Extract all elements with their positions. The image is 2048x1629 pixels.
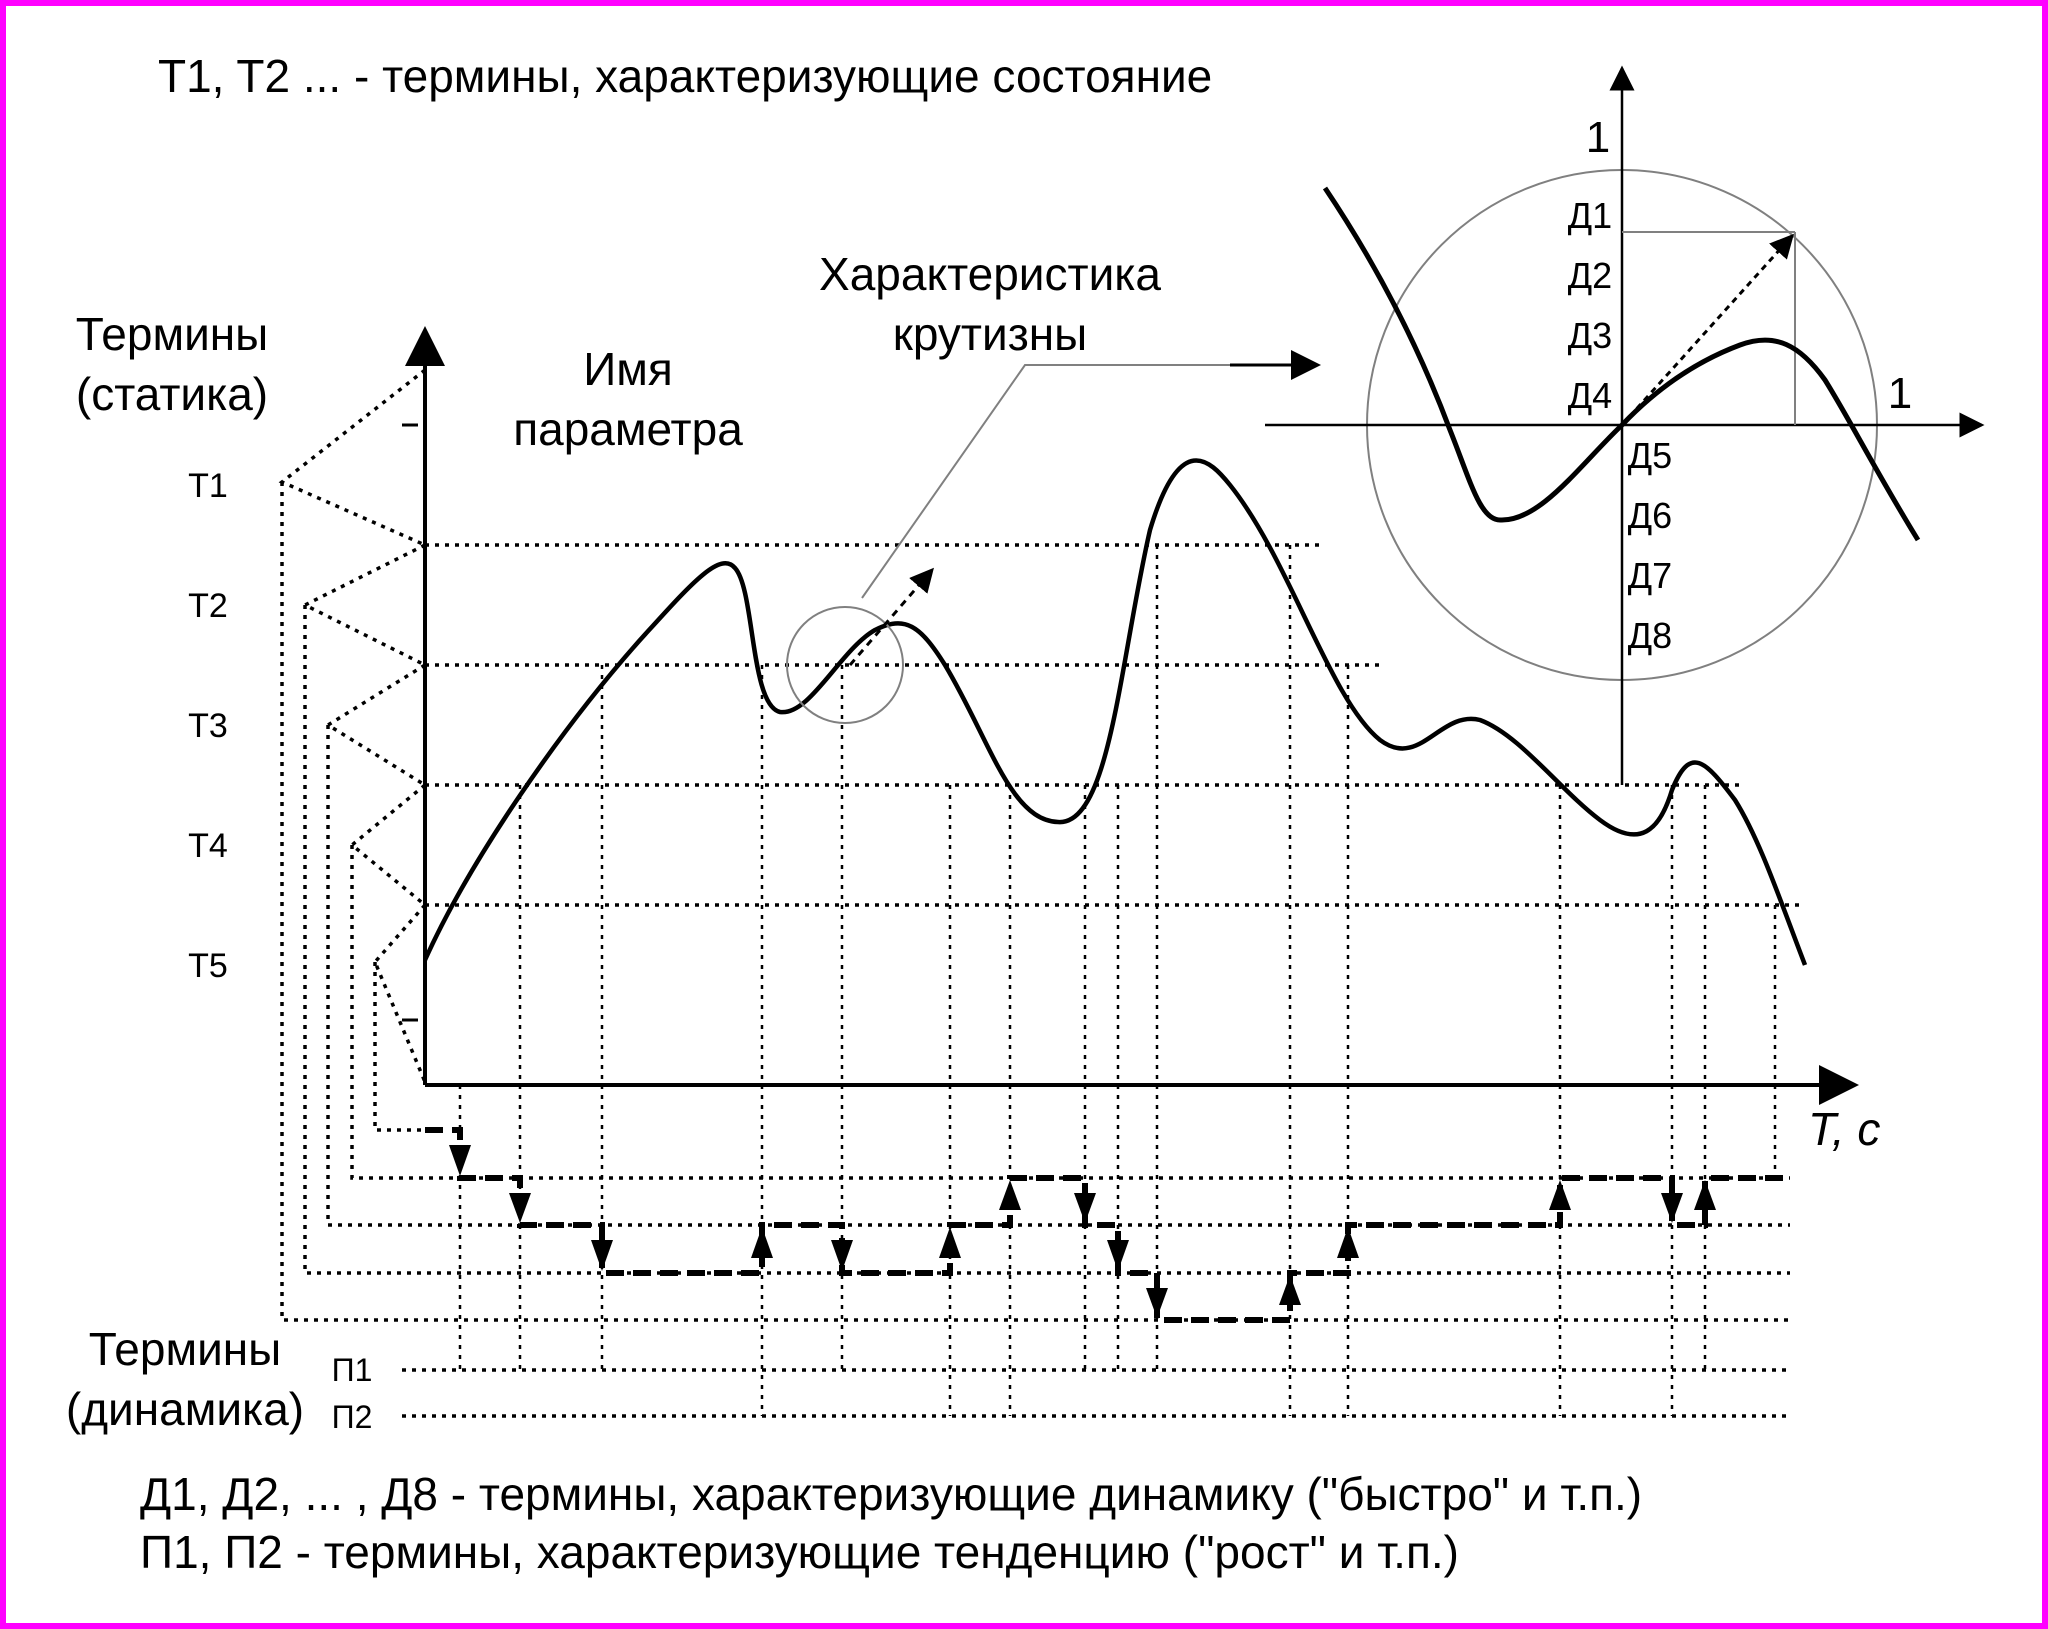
dynamic-terms-label-line2: (динамика) [66,1383,304,1435]
arrow-down [509,1193,531,1223]
slope-label-line1: Характеристика [819,248,1161,300]
static-term-t4: T4 [188,827,228,865]
arrow-down [1107,1240,1129,1271]
crossing-drop-lines [458,545,1777,1416]
static-term-t2: T2 [188,587,228,625]
dynamic-term-d4: Д4 [1568,375,1612,416]
static-terms-label-line2: (статика) [76,368,268,420]
tendency-term-p2: П2 [332,1399,373,1435]
dynamic-term-d2: Д2 [1568,255,1612,296]
note-static-terms: T1, T2 ... - термины, характеризующие со… [158,50,1212,102]
static-term-t3: T3 [188,707,228,745]
param-name-label-line1: Имя [583,343,673,395]
static-terms-label-line1: Термины [76,308,268,360]
dynamic-term-d6: Д6 [1628,495,1672,536]
dynamic-term-d7: Д7 [1628,555,1672,596]
inset-slope-curve [1322,186,1921,542]
transition-arrowheads [449,1145,1716,1318]
slope-inset: 1 1 Д1 Д2 Д3 Д4 Д5 Д6 Д7 Д8 [1265,65,1985,785]
arrow-down [831,1240,853,1271]
arrow-up [1337,1227,1359,1258]
arrow-up [751,1227,773,1258]
note-tendency-terms: П1, П2 - термины, характеризующие тенден… [140,1526,1459,1578]
arrow-down [449,1145,471,1176]
dynamic-term-d3: Д3 [1568,315,1612,356]
inset-slope-vector [1620,233,1795,427]
arrow-up [1549,1180,1571,1210]
inset-y-unit: 1 [1586,113,1610,162]
time-axis-label: T, c [1808,1103,1880,1155]
dynamic-term-d8: Д8 [1628,615,1672,656]
param-name-label-line2: параметра [513,403,743,455]
parameter-curve [422,458,1808,966]
arrow-down [1146,1288,1168,1318]
arrow-up [1694,1180,1716,1210]
slope-tangent-arrow [848,567,934,666]
tendency-term-p1: П1 [332,1352,373,1388]
dynamic-term-d1: Д1 [1568,195,1612,236]
arrow-up [999,1180,1021,1210]
dynamic-terms-label-line1: Термины [89,1323,281,1375]
slope-circle [786,606,904,724]
note-dynamic-terms: Д1, Д2, ... , Д8 - термины, характеризую… [140,1468,1642,1520]
arrow-up [1279,1275,1301,1305]
static-term-t5: T5 [188,947,228,985]
y-axis-ticks [402,423,418,1022]
inset-x-unit: 1 [1888,369,1912,418]
slope-leader-line [861,364,1290,599]
arrow-down [591,1240,613,1271]
arrow-up [939,1227,961,1258]
arrow-down [1661,1193,1683,1223]
static-term-membership-lines [278,368,1805,1418]
dynamic-term-d5: Д5 [1628,435,1672,476]
arrow-down [1074,1193,1096,1223]
slope-label-line2: крутизны [893,308,1088,360]
static-term-t1: T1 [188,467,228,505]
